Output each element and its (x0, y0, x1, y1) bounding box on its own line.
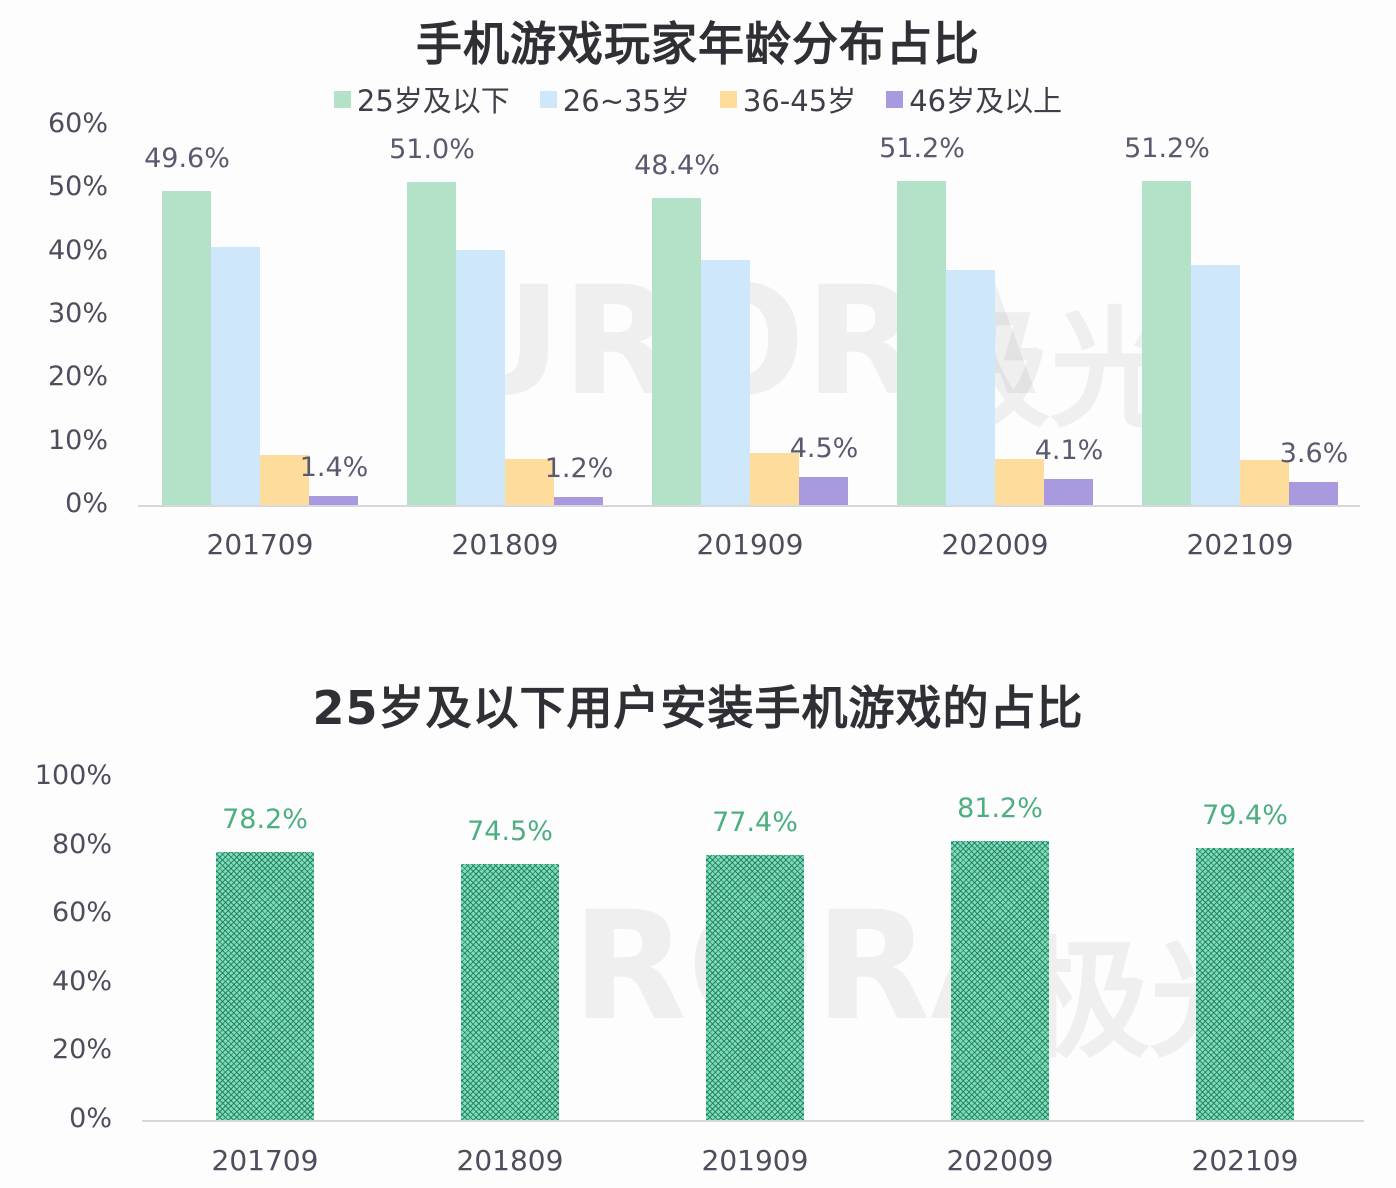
y-axis-tick: 0% (69, 1103, 112, 1134)
bar-3 (1044, 479, 1093, 505)
bar-2 (260, 454, 309, 505)
y-axis-tick: 0% (65, 488, 108, 519)
legend-swatch (886, 90, 904, 108)
bar-0 (1142, 180, 1191, 505)
y-axis-tick: 20% (47, 361, 108, 393)
y-axis-tick: 80% (51, 828, 112, 860)
bar-1 (1191, 264, 1240, 505)
bar-0 (162, 190, 211, 505)
x-axis-tick: 202009 (941, 528, 1049, 561)
y-axis-tick: 60% (47, 108, 108, 139)
legend-swatch (719, 90, 737, 108)
bar-1 (456, 249, 505, 505)
x-axis-tick: 202109 (1186, 528, 1294, 561)
value-label: 4.5% (789, 432, 859, 464)
y-axis-tick: 100% (34, 760, 112, 791)
legend-item: 25岁及以下 (333, 78, 510, 120)
x-axis-tick: 201909 (696, 528, 804, 561)
y-axis-tick: 10% (47, 424, 108, 456)
bar-0 (652, 198, 701, 505)
chart-title-under25-install: 25岁及以下用户安装手机游戏的占比 (312, 681, 1084, 735)
value-label: 51.2% (1124, 132, 1210, 164)
legend-swatch (539, 90, 557, 108)
legend-item: 26~35岁 (539, 78, 690, 120)
value-label: 1.2% (544, 453, 614, 485)
value-label: 78.2% (222, 803, 308, 835)
bar (461, 864, 559, 1120)
value-label: 79.4% (1202, 799, 1288, 831)
legend-item: 46岁及以上 (886, 78, 1062, 120)
y-axis-tick: 60% (51, 897, 112, 929)
bar-3 (554, 497, 603, 505)
legend-item: 36-45岁 (719, 78, 857, 120)
x-axis-line (138, 505, 1360, 507)
bar-0 (407, 182, 456, 505)
value-label: 74.5% (467, 816, 553, 848)
x-axis-tick: 201709 (206, 528, 314, 561)
value-label: 3.6% (1279, 438, 1349, 470)
value-label: 51.2% (879, 132, 965, 164)
x-axis-tick: 202109 (1191, 1144, 1299, 1177)
bar-2 (750, 453, 799, 505)
legend-label: 46岁及以上 (909, 84, 1063, 118)
x-axis-tick: 201809 (456, 1144, 564, 1177)
legend-label: 36-45岁 (742, 84, 857, 118)
value-label: 81.2% (957, 793, 1043, 825)
bar-1 (701, 259, 750, 505)
bar-3 (309, 496, 358, 505)
value-label: 48.4% (634, 150, 720, 182)
bar-1 (211, 246, 260, 505)
legend-swatch (333, 90, 351, 108)
x-axis-tick: 201709 (211, 1144, 319, 1177)
value-label: 51.0% (389, 134, 475, 165)
y-axis-tick: 30% (47, 298, 108, 329)
bar-2 (505, 458, 554, 505)
bar-0 (897, 180, 946, 505)
legend-label: 25岁及以下 (356, 84, 510, 118)
bar (216, 851, 314, 1120)
bar (1196, 847, 1294, 1120)
value-label: 1.4% (299, 452, 369, 484)
y-axis-tick: 40% (47, 234, 108, 266)
y-axis-tick: 50% (47, 171, 108, 203)
x-axis-tick: 201909 (701, 1144, 809, 1177)
bar (951, 841, 1049, 1120)
y-axis-tick: 40% (51, 965, 112, 997)
value-label: 4.1% (1034, 435, 1104, 467)
chart-title-age-distribution: 手机游戏玩家年龄分布占比 (416, 17, 980, 71)
bar-3 (799, 476, 848, 505)
value-label: 49.6% (144, 142, 230, 174)
x-axis-tick: 202009 (946, 1144, 1054, 1177)
chart-legend: 25岁及以下 26~35岁 36-45岁 46岁及以上 (0, 78, 1396, 120)
bar-2 (995, 458, 1044, 505)
x-axis-tick: 201809 (451, 528, 559, 561)
bar (706, 854, 804, 1120)
bar-3 (1289, 482, 1338, 505)
value-label: 77.4% (712, 806, 798, 838)
legend-label: 26~35岁 (562, 84, 690, 118)
x-axis-line (142, 1120, 1364, 1122)
bar-2 (1240, 460, 1289, 505)
bar-1 (946, 270, 995, 505)
y-axis-tick: 20% (51, 1034, 112, 1066)
